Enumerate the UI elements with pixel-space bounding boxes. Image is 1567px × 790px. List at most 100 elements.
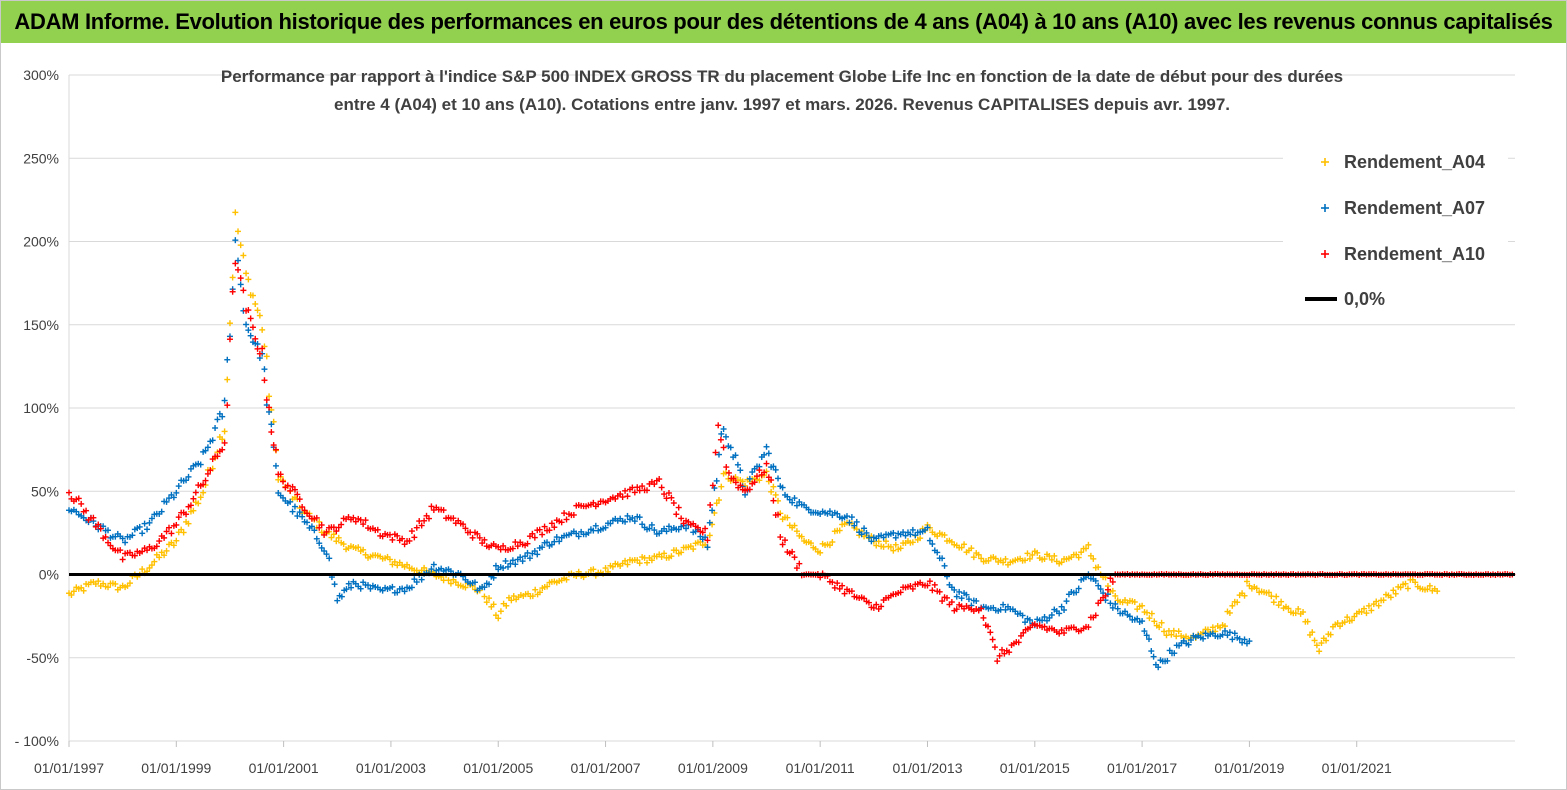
data-point: [602, 565, 609, 572]
data-point: [500, 565, 507, 572]
data-point: [1387, 594, 1394, 601]
data-point: [66, 489, 72, 496]
data-point: [252, 335, 259, 342]
data-point: [204, 470, 211, 477]
data-point: [980, 614, 987, 621]
data-point: [590, 566, 597, 573]
data-point: [389, 536, 396, 543]
legend-marker: [1321, 204, 1329, 212]
data-point: [1078, 549, 1085, 556]
data-point: [226, 336, 233, 343]
data-point: [734, 461, 741, 468]
data-point: [510, 593, 517, 600]
data-point: [401, 541, 408, 548]
data-point: [746, 475, 753, 482]
data-point: [779, 484, 786, 491]
data-point: [702, 534, 709, 541]
data-point: [548, 541, 555, 548]
data-point: [793, 565, 800, 572]
data-point: [529, 530, 536, 537]
data-point: [975, 551, 982, 558]
data-point: [793, 502, 800, 509]
data-point: [897, 589, 904, 596]
data-point: [1351, 613, 1358, 620]
data-point: [1265, 589, 1272, 596]
data-point: [268, 421, 275, 428]
x-tick-label: 01/01/2003: [356, 760, 426, 776]
data-point: [1143, 632, 1150, 639]
data-point: [704, 544, 711, 551]
data-point: [1145, 636, 1152, 643]
data-point: [791, 495, 798, 502]
data-point: [648, 557, 655, 564]
data-point: [313, 535, 320, 542]
data-point: [531, 534, 538, 541]
data-point: [1041, 613, 1048, 620]
data-point: [330, 531, 337, 538]
data-point: [334, 597, 341, 604]
data-point: [978, 605, 985, 612]
data-point: [232, 237, 239, 244]
data-point: [249, 292, 256, 299]
data-point: [95, 521, 102, 528]
y-tick-label: 50%: [31, 483, 59, 499]
data-point: [1404, 585, 1411, 592]
data-point: [561, 510, 568, 517]
data-point: [673, 511, 680, 518]
data-point: [834, 510, 841, 517]
data-point: [772, 491, 779, 498]
data-point: [237, 242, 244, 249]
data-point: [987, 629, 994, 636]
data-point: [1390, 587, 1397, 594]
data-point: [517, 554, 524, 561]
data-point: [590, 499, 597, 506]
data-point: [185, 520, 192, 527]
data-point: [1020, 629, 1027, 636]
data-point: [340, 541, 347, 548]
x-tick-label: 01/01/2005: [463, 760, 533, 776]
data-point: [139, 530, 146, 537]
data-point: [1083, 545, 1090, 552]
data-point: [897, 545, 904, 552]
data-point: [536, 589, 543, 596]
legend-label: Rendement_A10: [1344, 244, 1485, 264]
data-point: [492, 562, 499, 569]
data-point: [1034, 549, 1041, 556]
data-point: [965, 596, 972, 603]
data-point: [996, 652, 1003, 659]
data-point: [1156, 624, 1163, 631]
data-point: [536, 526, 543, 533]
data-point: [556, 538, 563, 545]
data-point: [953, 593, 960, 600]
data-point: [1048, 556, 1055, 563]
data-point: [890, 547, 897, 554]
data-point: [694, 524, 701, 531]
data-point: [316, 540, 323, 547]
x-tick-label: 01/01/2019: [1214, 760, 1284, 776]
data-point: [321, 547, 328, 554]
data-point: [665, 523, 672, 530]
data-point: [95, 578, 102, 585]
data-point: [1275, 602, 1282, 609]
data-point: [221, 439, 228, 446]
data-point: [861, 525, 868, 532]
data-point: [421, 517, 428, 524]
data-point: [207, 467, 214, 474]
data-point: [683, 525, 690, 532]
data-point: [826, 542, 833, 549]
data-point: [656, 476, 663, 483]
data-point: [939, 555, 946, 562]
data-point: [497, 608, 504, 615]
data-point: [1015, 639, 1022, 646]
data-point: [245, 327, 252, 334]
data-point: [1026, 616, 1033, 623]
data-point: [237, 275, 244, 282]
data-point: [1112, 592, 1119, 599]
data-point: [592, 522, 599, 529]
data-point: [187, 502, 194, 509]
data-point: [532, 586, 539, 593]
data-point: [1229, 636, 1236, 643]
y-tick-label: 150%: [23, 317, 59, 333]
data-point: [829, 579, 836, 586]
